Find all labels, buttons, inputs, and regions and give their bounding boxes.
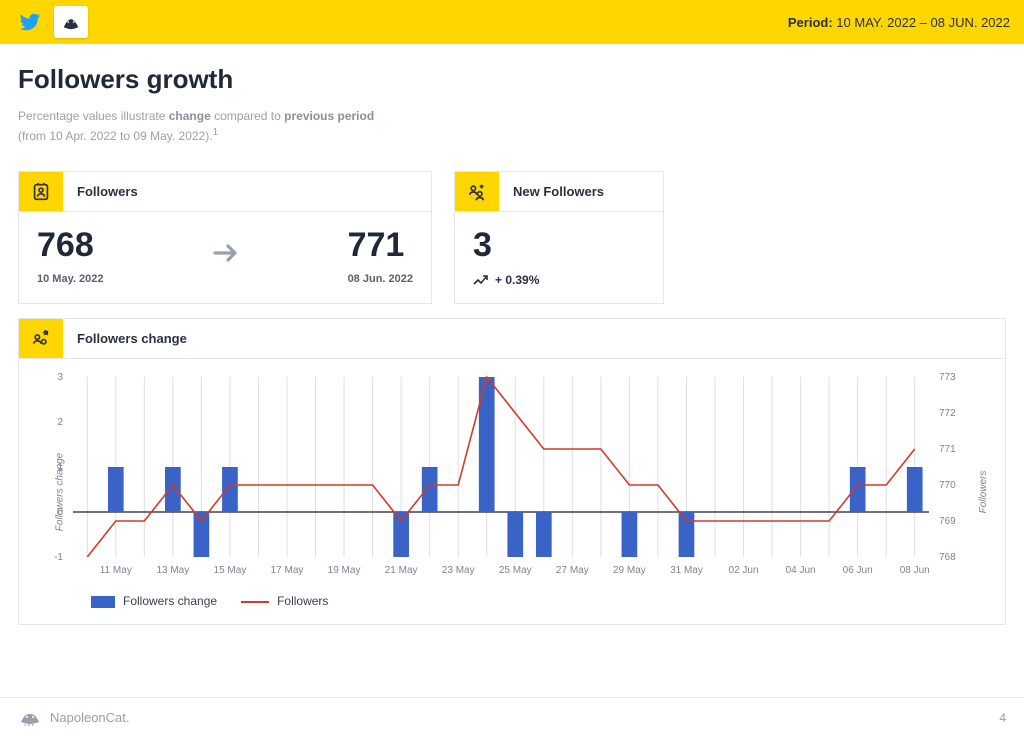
card-title: New Followers xyxy=(499,172,663,211)
svg-text:25 May: 25 May xyxy=(499,565,532,576)
twitter-icon xyxy=(14,6,46,38)
followers-start-date: 10 May. 2022 xyxy=(37,273,103,285)
card-body: 768 10 May. 2022 771 08 Jun. 2022 xyxy=(19,212,431,301)
svg-text:772: 772 xyxy=(939,408,956,419)
followers-end-value: 771 xyxy=(348,226,413,265)
followers-card: Followers 768 10 May. 2022 771 08 Jun. 2… xyxy=(18,171,432,304)
svg-text:04 Jun: 04 Jun xyxy=(786,565,816,576)
new-followers-delta: + 0.39% xyxy=(473,273,645,287)
card-header: New Followers xyxy=(455,172,663,212)
footer-brand: NapoleonCat. xyxy=(18,708,130,728)
period-display: Period: 10 MAY. 2022 – 08 JUN. 2022 xyxy=(788,15,1010,30)
svg-text:21 May: 21 May xyxy=(385,565,418,576)
page-title: Followers growth xyxy=(18,64,1006,95)
svg-text:2: 2 xyxy=(57,417,63,428)
svg-text:02 Jun: 02 Jun xyxy=(729,565,759,576)
svg-text:19 May: 19 May xyxy=(328,565,361,576)
panel-title: Followers change xyxy=(63,319,1005,358)
arrow-right-icon xyxy=(103,239,347,273)
trend-up-icon xyxy=(473,274,489,286)
summary-cards: Followers 768 10 May. 2022 771 08 Jun. 2… xyxy=(18,171,1006,304)
svg-text:-1: -1 xyxy=(54,552,63,563)
svg-text:770: 770 xyxy=(939,480,956,491)
panel-header: Followers change xyxy=(19,319,1005,359)
svg-text:15 May: 15 May xyxy=(214,565,247,576)
followers-icon xyxy=(19,172,63,211)
napoleoncat-logo-icon xyxy=(18,708,42,728)
followers-start-value: 768 xyxy=(37,226,103,265)
followers-end-date: 08 Jun. 2022 xyxy=(348,273,413,285)
svg-text:769: 769 xyxy=(939,516,956,527)
card-body: 3 + 0.39% xyxy=(455,212,663,303)
svg-text:17 May: 17 May xyxy=(271,565,304,576)
svg-text:768: 768 xyxy=(939,552,956,563)
svg-text:771: 771 xyxy=(939,444,956,455)
legend-item-bars: Followers change xyxy=(91,594,217,608)
new-followers-value: 3 xyxy=(473,226,645,265)
svg-text:29 May: 29 May xyxy=(613,565,646,576)
svg-text:31 May: 31 May xyxy=(670,565,703,576)
svg-text:27 May: 27 May xyxy=(556,565,589,576)
new-followers-icon xyxy=(455,172,499,211)
right-axis-title: Followers xyxy=(978,470,989,513)
chart-legend: Followers change Followers xyxy=(25,588,999,620)
svg-text:08 Jun: 08 Jun xyxy=(900,565,930,576)
svg-text:23 May: 23 May xyxy=(442,565,475,576)
account-logo xyxy=(54,6,88,38)
svg-text:773: 773 xyxy=(939,372,956,383)
left-axis-title: Followers change xyxy=(55,452,66,530)
followers-change-chart: -1012376876977077177277311 May13 May15 M… xyxy=(25,369,977,583)
card-title: Followers xyxy=(63,172,431,211)
top-bar-left xyxy=(14,6,88,38)
followers-change-panel: Followers change Followers change Follow… xyxy=(18,318,1006,625)
chart-area: Followers change Followers -101237687697… xyxy=(19,359,1005,624)
legend-item-line: Followers xyxy=(241,594,328,608)
svg-text:13 May: 13 May xyxy=(156,565,189,576)
page-body: Followers growth Percentage values illus… xyxy=(0,44,1024,625)
top-bar: Period: 10 MAY. 2022 – 08 JUN. 2022 xyxy=(0,0,1024,44)
footer: NapoleonCat. 4 xyxy=(0,697,1024,737)
legend-swatch-bar xyxy=(91,596,115,608)
svg-text:11 May: 11 May xyxy=(100,565,132,576)
period-label: Period: xyxy=(788,15,833,30)
footer-page-number: 4 xyxy=(999,711,1006,725)
period-value: 10 MAY. 2022 – 08 JUN. 2022 xyxy=(836,15,1010,30)
card-header: Followers xyxy=(19,172,431,212)
new-followers-card: New Followers 3 + 0.39% xyxy=(454,171,664,304)
legend-swatch-line xyxy=(241,601,269,603)
followers-change-icon xyxy=(19,319,63,358)
svg-text:06 Jun: 06 Jun xyxy=(843,565,873,576)
page-subtitle: Percentage values illustrate change comp… xyxy=(18,107,1006,145)
svg-text:3: 3 xyxy=(57,372,63,383)
